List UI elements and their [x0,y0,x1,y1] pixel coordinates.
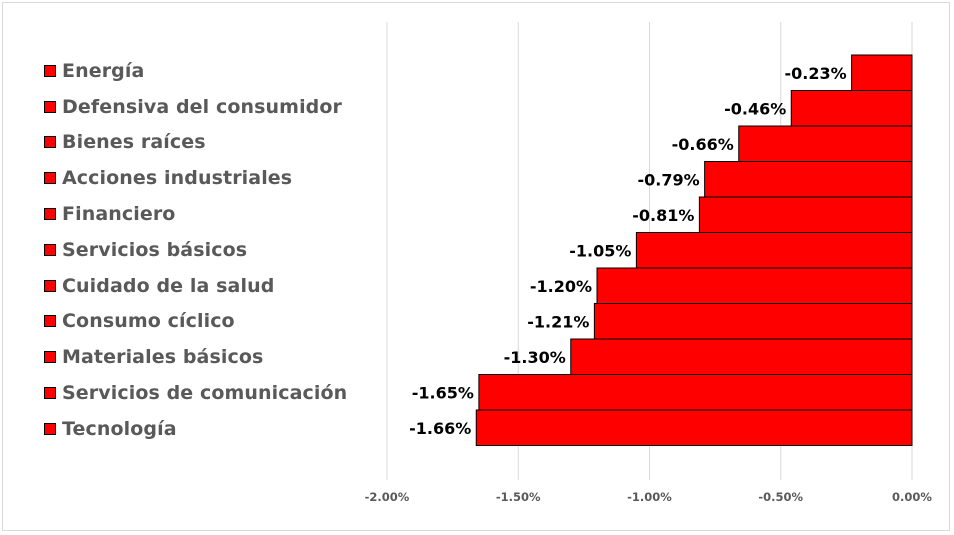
bar-4 [698,196,913,233]
legend-swatch-icon [44,351,56,364]
value-label-10: -1.66% [409,419,471,438]
bar-6 [596,267,913,304]
legend-swatch-icon [44,208,56,221]
x-tick-label-2: -1.00% [627,490,672,504]
legend-swatch-icon [44,136,56,149]
value-label-5: -1.05% [569,241,631,260]
value-label-2: -0.66% [672,135,734,154]
x-tick-label-3: -0.50% [758,490,803,504]
bar-1 [790,90,913,127]
legend-label-9: Servicios de comunicación [62,382,348,405]
legend-label-5: Servicios básicos [62,238,248,261]
bar-10 [475,409,913,446]
bar-3 [704,161,913,198]
legend: Energía Defensiva del consumidor Bienes ra… [44,53,384,447]
legend-swatch-icon [44,279,56,292]
legend-item-3: Acciones industriales [44,160,384,196]
legend-swatch-icon [44,64,56,77]
legend-label-4: Financiero [62,203,176,226]
legend-label-6: Cuidado de la salud [62,274,275,297]
legend-item-2: Bienes raíces [44,125,384,161]
legend-swatch-icon [44,243,56,256]
legend-label-3: Acciones industriales [62,167,293,190]
value-label-3: -0.79% [637,170,699,189]
x-axis-ticks: -2.00% -1.50% -1.00% -0.50% 0.00% [365,490,933,504]
value-label-6: -1.20% [530,277,592,296]
bar-7 [593,303,913,340]
bar-8 [570,338,913,375]
legend-item-1: Defensiva del consumidor [44,89,384,125]
value-label-0: -0.23% [784,64,846,83]
legend-item-5: Servicios básicos [44,232,384,268]
value-label-9: -1.65% [412,383,474,402]
legend-item-0: Energía [44,53,384,89]
legend-label-8: Materiales básicos [62,346,264,369]
value-label-4: -0.81% [632,206,694,225]
bar-5 [635,232,913,269]
bars [475,54,913,446]
legend-label-1: Defensiva del consumidor [62,95,343,118]
legend-swatch-icon [44,172,56,185]
bar-0 [851,54,913,91]
x-tick-label-4: 0.00% [892,490,932,504]
legend-swatch-icon [44,422,56,435]
legend-item-10: Tecnología [44,411,384,447]
x-tick-label-1: -1.50% [496,490,541,504]
legend-label-2: Bienes raíces [62,131,206,154]
legend-item-8: Materiales básicos [44,339,384,375]
legend-swatch-icon [44,387,56,400]
value-label-8: -1.30% [504,348,566,367]
bar-9 [478,374,913,411]
legend-item-6: Cuidado de la salud [44,268,384,304]
legend-item-7: Consumo cíclico [44,304,384,340]
legend-label-0: Energía [62,59,145,82]
value-label-1: -0.46% [724,99,786,118]
legend-label-7: Consumo cíclico [62,310,235,333]
legend-swatch-icon [44,315,56,328]
legend-item-9: Servicios de comunicación [44,375,384,411]
value-label-7: -1.21% [527,312,589,331]
bar-2 [738,125,913,162]
value-labels: -0.23% -0.46% -0.66% -0.79% -0.81%-1.05% -1.2… [409,64,847,438]
legend-item-4: Financiero [44,196,384,232]
legend-label-10: Tecnología [62,417,177,440]
legend-swatch-icon [44,100,56,113]
x-tick-label-0: -2.00% [365,490,410,504]
